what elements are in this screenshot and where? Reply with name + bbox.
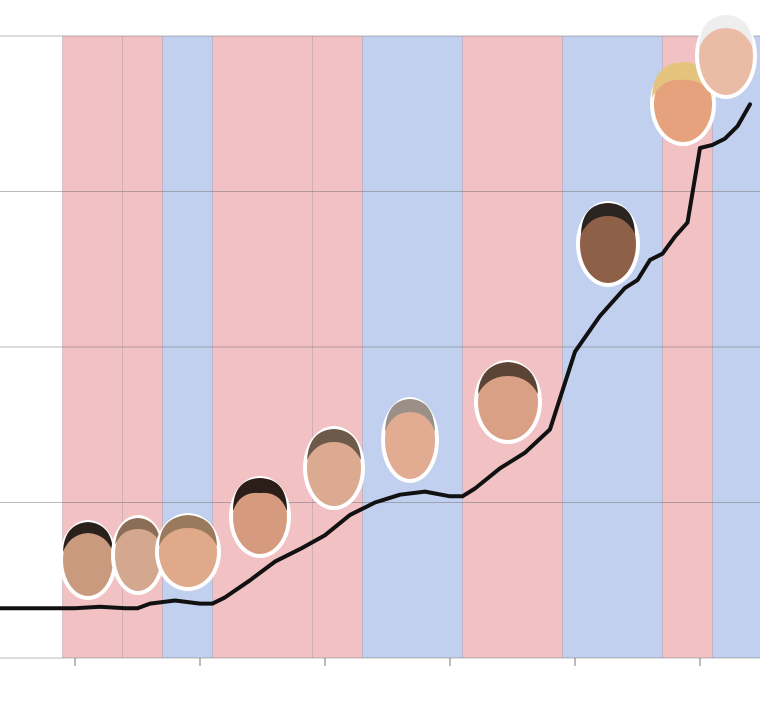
face: [59, 520, 117, 600]
face: [650, 62, 716, 146]
face: [303, 426, 365, 510]
face: [576, 201, 640, 287]
grid: [0, 35, 760, 666]
faces: [59, 13, 757, 600]
face: [695, 13, 757, 99]
face: [155, 513, 221, 591]
line-series: [0, 102, 752, 611]
face: [229, 476, 291, 558]
face: [381, 397, 439, 483]
face: [474, 360, 542, 444]
face: [111, 515, 165, 595]
lines: [0, 102, 752, 611]
